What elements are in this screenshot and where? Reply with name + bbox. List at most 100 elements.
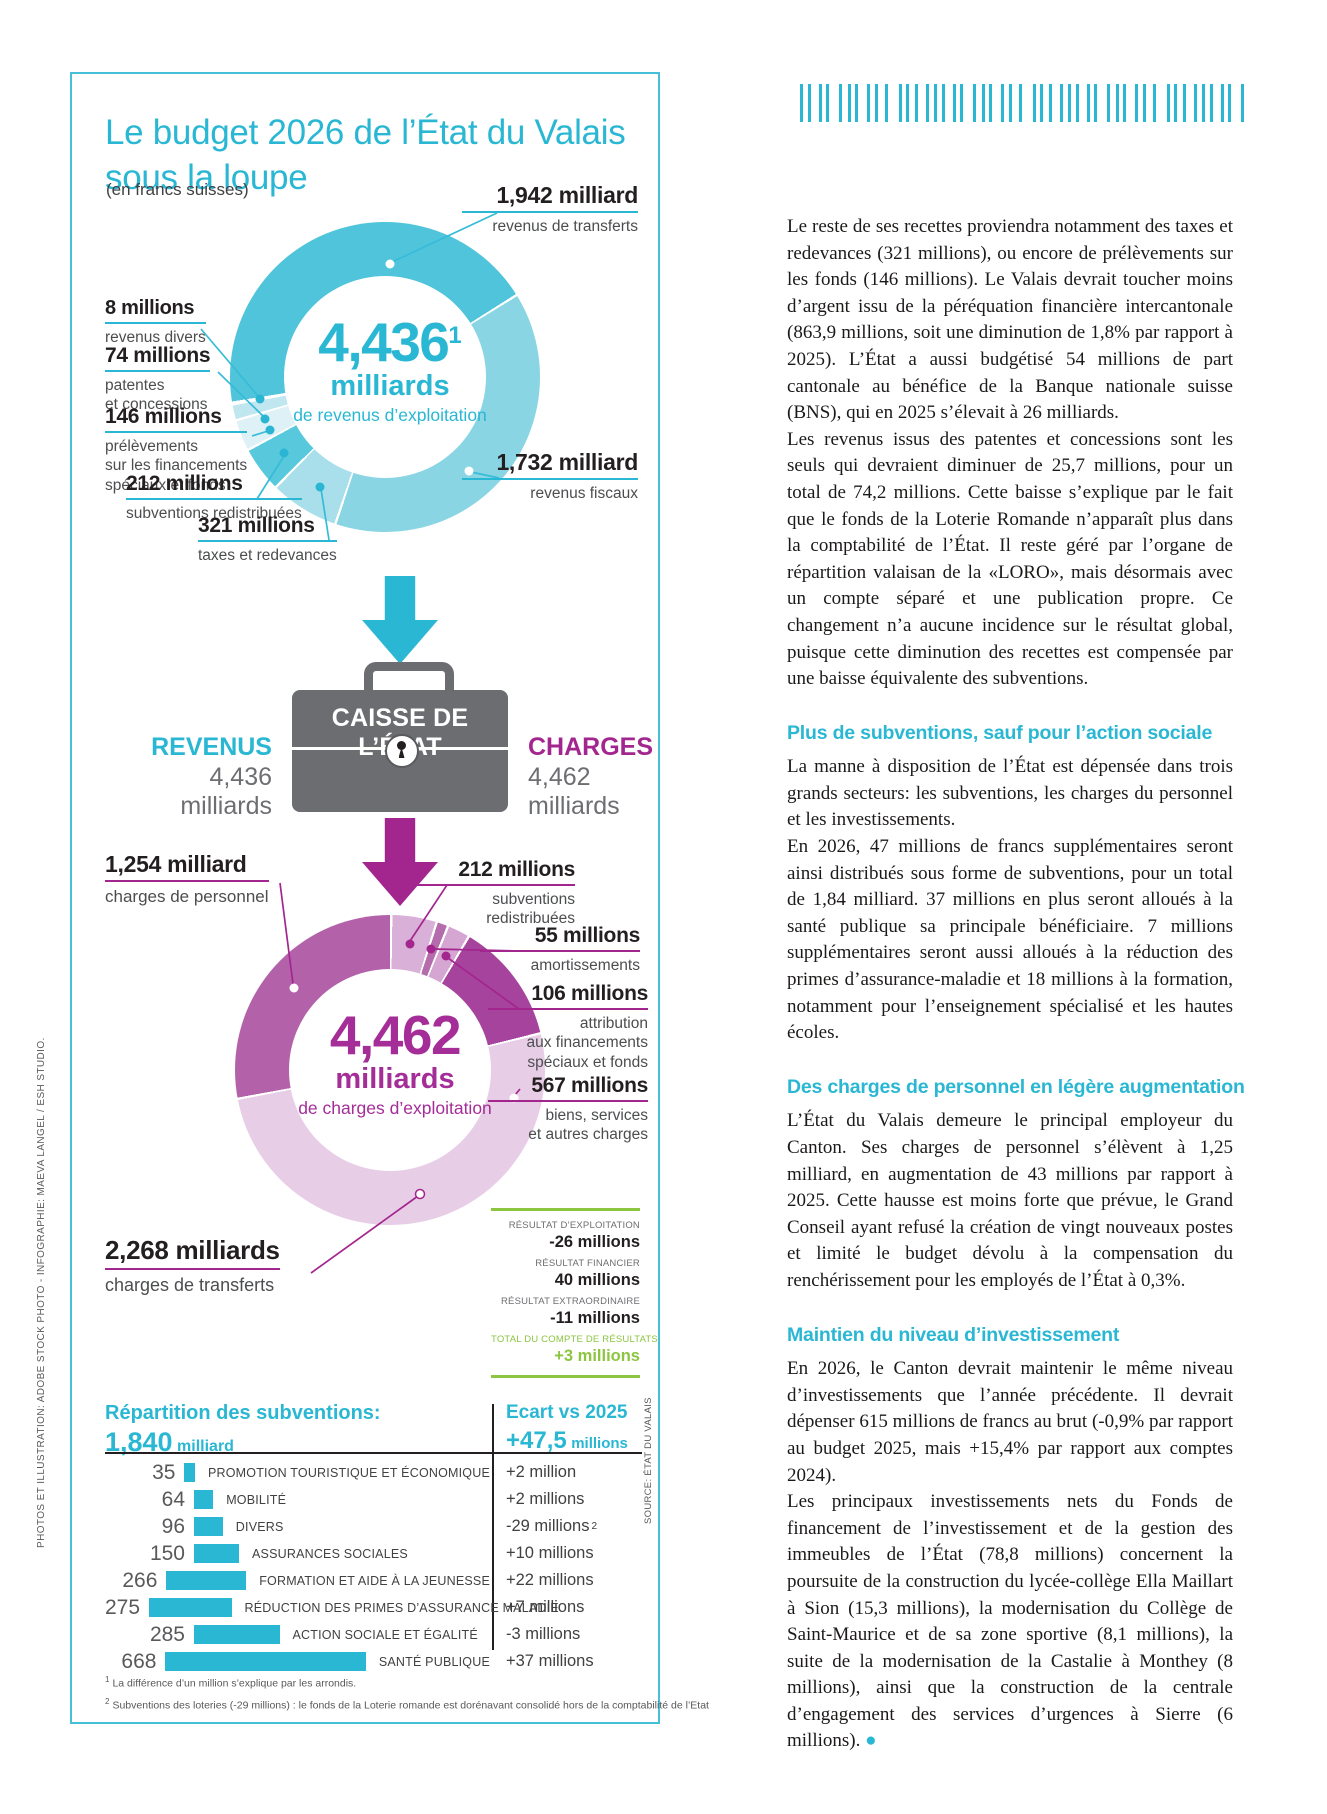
ecart-value: +2 millions xyxy=(506,1490,585,1508)
subsidy-row: 266 FORMATION ET AIDE À LA JEUNESSE xyxy=(105,1567,490,1594)
label-patentes: 74 millions patentes et concessions xyxy=(105,344,211,414)
subsidy-bar xyxy=(194,1544,239,1563)
ecart-value: +7 millions xyxy=(506,1598,585,1616)
subsidy-value: 285 xyxy=(149,1622,185,1646)
subsidy-value: 96 xyxy=(161,1514,185,1538)
label-revenus-transferts: 1,942 milliard revenus de transferts xyxy=(462,182,638,237)
subsidy-label: FORMATION ET AIDE À LA JEUNESSE xyxy=(259,1573,490,1588)
label-taxes-redevances: 321 millions taxes et redevances xyxy=(198,514,337,565)
article-heading: Maintien du niveau d’investissement xyxy=(787,1323,1120,1346)
subsidy-label: PROMOTION TOURISTIQUE ET ÉCONOMIQUE xyxy=(207,1465,490,1480)
subsidy-row: 96 DIVERS xyxy=(105,1513,490,1540)
subsidy-bar xyxy=(165,1652,366,1671)
subsidy-label: SANTÉ PUBLIQUE xyxy=(378,1654,490,1669)
briefcase-icon: CAISSE DE L’ÉTAT xyxy=(292,690,508,812)
label-revenus-divers: 8 millions revenus divers xyxy=(105,297,206,346)
infographic-panel xyxy=(70,72,660,1724)
revenue-total: 4,436 xyxy=(318,311,450,373)
subsidy-bar xyxy=(194,1517,223,1536)
subsidy-bar xyxy=(166,1571,247,1590)
caisse-title: CAISSE DE L’ÉTAT xyxy=(331,704,469,761)
result-row-value: -11 millions xyxy=(550,1309,640,1327)
end-mark-icon: ● xyxy=(860,1730,877,1752)
article-heading: Des charges de personnel en légère augme… xyxy=(787,1075,1245,1098)
label-attribution-financements: 106 millions attribution aux financement… xyxy=(488,982,648,1072)
barcode-decoration xyxy=(800,84,1250,122)
result-row-label: RÉSULTAT D’EXPLOITATION xyxy=(508,1220,640,1231)
subsidy-label: ASSURANCES SOCIALES xyxy=(252,1546,408,1561)
infographic-title: Le budget 2026 de l’État du Valais sous … xyxy=(105,113,626,197)
ecart-value: +22 millions xyxy=(506,1571,594,1589)
charges-total-caption: de charges d’exploitation xyxy=(298,1098,492,1119)
footnote-2: 2 Subventions des loteries (-29 millions)… xyxy=(105,1697,709,1712)
result-row-value: +3 millions xyxy=(554,1347,640,1365)
column-divider xyxy=(492,1404,494,1650)
subsidy-value: 35 xyxy=(152,1460,176,1484)
result-row-label: RÉSULTAT EXTRAORDINAIRE xyxy=(500,1296,640,1307)
article-paragraph: La manne à disposition de l’État est dép… xyxy=(787,756,1233,831)
label-amortissements: 55 millions amortissements xyxy=(480,924,640,975)
subsidy-value: 150 xyxy=(149,1541,185,1565)
subsidy-value: 64 xyxy=(161,1487,185,1511)
keyhole-icon xyxy=(385,734,419,768)
article-paragraph: L’État du Valais demeure le principal em… xyxy=(787,1110,1233,1291)
subsidies-bar-chart: Répartition des subventions: 1,840 milli… xyxy=(105,1402,642,1673)
label-revenus-fiscaux: 1,732 milliard revenus fiscaux xyxy=(462,449,638,504)
subsidy-label: DIVERS xyxy=(235,1519,284,1534)
charges-total: 4,462 xyxy=(329,1004,462,1066)
subsidy-row: 64 MOBILITÉ xyxy=(105,1486,490,1513)
subsidy-value: 668 xyxy=(121,1649,157,1673)
subsidy-row: 275 RÉDUCTION DES PRIMES D’ASSURANCE MALA… xyxy=(105,1594,559,1621)
label-charges-transferts: 2,268 milliards charges de transferts xyxy=(105,1235,280,1295)
subsidy-bar xyxy=(184,1463,195,1482)
result-row-value: -26 millions xyxy=(549,1233,640,1251)
subsidy-bar xyxy=(194,1625,280,1644)
article-paragraph: Les principaux investissements nets du F… xyxy=(787,1491,1233,1752)
footnotes: 1 La différence d’un million s’explique p… xyxy=(105,1672,709,1717)
article: Le reste de ses recettes proviendra nota… xyxy=(787,214,1245,1755)
label-charges-personnel: 1,254 milliard charges de personnel xyxy=(105,851,269,907)
subsidy-value: 266 xyxy=(122,1568,158,1592)
subsidy-bar xyxy=(149,1598,232,1617)
header-rule xyxy=(105,1452,642,1454)
subsidies-title: Répartition des subventions: xyxy=(105,1402,381,1424)
revenue-total-footnote-mark: 1 xyxy=(448,322,462,349)
footnote-1: 1 La différence d’un million s’explique p… xyxy=(105,1675,357,1690)
ecart-value: -3 millions xyxy=(506,1625,581,1643)
subsidy-row: 668 SANTÉ PUBLIQUE xyxy=(105,1648,490,1675)
ecart-value: +37 millions xyxy=(506,1652,594,1670)
subsidy-label: RÉDUCTION DES PRIMES D’ASSURANCE MALADIE xyxy=(244,1600,559,1615)
ecart-rows: +2 million +2 millions -29 millions 2 +10 mi… xyxy=(506,1459,597,1675)
result-row-label: RÉSULTAT FINANCIER xyxy=(535,1258,640,1269)
charges-total-unit: milliards xyxy=(335,1063,455,1095)
ecart-value: -29 millions 2 xyxy=(506,1517,598,1535)
subsidy-value: 275 xyxy=(105,1595,141,1619)
subsidy-row: 285 ACTION SOCIALE ET ÉGALITÉ xyxy=(105,1621,490,1648)
result-row-value: 40 millions xyxy=(554,1271,640,1289)
revenue-donut-chart xyxy=(230,222,540,532)
source-credit: SOURCE: ÉTAT DU VALAIS xyxy=(643,1397,654,1524)
subsidy-label: MOBILITÉ xyxy=(226,1492,287,1507)
subsidy-bar xyxy=(194,1490,214,1509)
article-paragraph: En 2026, le Canton devrait maintenir le … xyxy=(787,1358,1233,1486)
results-panel: RÉSULTAT D’EXPLOITATION -26 millions RÉSUL… xyxy=(491,1208,658,1378)
ecart-value: +2 million xyxy=(506,1463,577,1481)
ecart-total: +47,5 millions xyxy=(506,1427,628,1454)
result-row-label: TOTAL DU COMPTE DE RÉSULTATS xyxy=(491,1334,658,1345)
subsidy-rows: 35 PROMOTION TOURISTIQUE ET ÉCONOMIQUE 64 M… xyxy=(105,1459,559,1675)
label-prelevements: 146 millions prélèvements sur les financ… xyxy=(105,405,248,494)
article-paragraph: Les revenus issus des patentes et conces… xyxy=(787,428,1233,690)
label-subventions-redistribuees: 212 millions subventions redistribuées xyxy=(126,472,302,523)
label-biens-services: 567 millions biens, services et autres c… xyxy=(488,1074,648,1145)
subsidy-row: 35 PROMOTION TOURISTIQUE ET ÉCONOMIQUE xyxy=(105,1459,490,1486)
subsidy-row: 150 ASSURANCES SOCIALES xyxy=(105,1540,490,1567)
charges-summary: CHARGES 4,462 milliards xyxy=(528,733,654,820)
label-charges-subventions: 212 millions subventions redistribuées xyxy=(415,858,575,929)
photo-credit: PHOTOS ET ILLUSTRATION: ADOBE STOCK PHOT… xyxy=(36,1037,47,1548)
revenue-donut-center: 4,4361 milliards de revenus d’exploitati… xyxy=(270,315,510,426)
revenus-summary: REVENUS 4,436 milliards xyxy=(151,733,272,820)
ecart-header: Ecart vs 2025 xyxy=(506,1402,628,1423)
ecart-value: +10 millions xyxy=(506,1544,594,1562)
revenue-total-caption: de revenus d’exploitation xyxy=(293,405,487,426)
